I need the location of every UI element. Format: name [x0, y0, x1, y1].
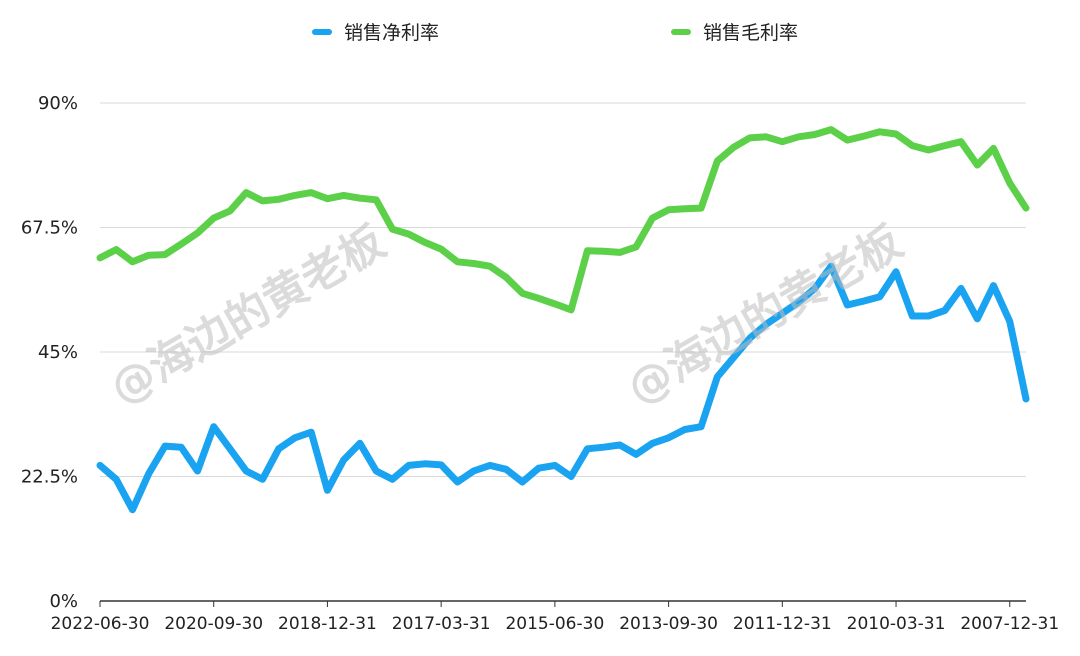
x-tick-label: 2020-09-30	[164, 614, 263, 634]
x-tick-label: 2015-06-30	[505, 614, 604, 634]
legend-swatch-gross-margin	[671, 28, 691, 35]
y-tick-label: 45%	[38, 342, 78, 363]
x-tick-label: 2007-12-31	[960, 614, 1059, 634]
y-tick-label: 67.5%	[21, 218, 78, 239]
x-tick-label: 2018-12-31	[278, 614, 377, 634]
watermark-text: @海边的黄老板	[619, 216, 911, 414]
legend-net-margin: 销售净利率	[312, 18, 439, 45]
legend-swatch-net-margin	[312, 28, 332, 35]
y-tick-label: 22.5%	[21, 467, 78, 488]
x-tick-label: 2010-03-31	[847, 614, 946, 634]
series-line-net-margin	[96, 262, 1030, 514]
y-tick-label: 0%	[49, 591, 78, 612]
x-tick-label: 2011-12-31	[733, 614, 832, 634]
x-tick-label: 2017-03-31	[392, 614, 491, 634]
y-tick-label: 90%	[38, 93, 78, 114]
legend-label-gross-margin: 销售毛利率	[703, 22, 799, 44]
x-tick-label: 2022-06-30	[51, 614, 150, 634]
legend-label-net-margin: 销售净利率	[344, 22, 440, 44]
legend-gross-margin: 销售毛利率	[671, 18, 798, 45]
x-tick-label: 2013-09-30	[619, 614, 718, 634]
watermark-text: @海边的黄老板	[102, 216, 394, 414]
series-line-gross-margin	[96, 126, 1030, 314]
